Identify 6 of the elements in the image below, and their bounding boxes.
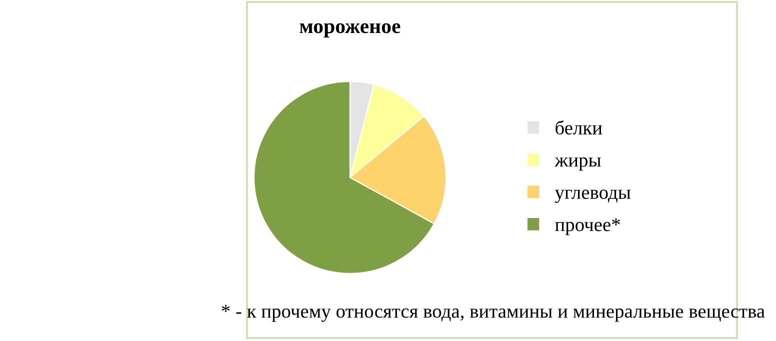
text: * - к прочему относятся вода, витамины и минеральные вещества — [222, 304, 765, 322]
legend-label: белки — [556, 120, 602, 135]
chart-title: мороженое — [300, 23, 400, 38]
legend-label: прочее* — [555, 218, 620, 236]
legend-label: жиры — [554, 157, 601, 171]
legend-label: углеводы — [554, 190, 630, 203]
